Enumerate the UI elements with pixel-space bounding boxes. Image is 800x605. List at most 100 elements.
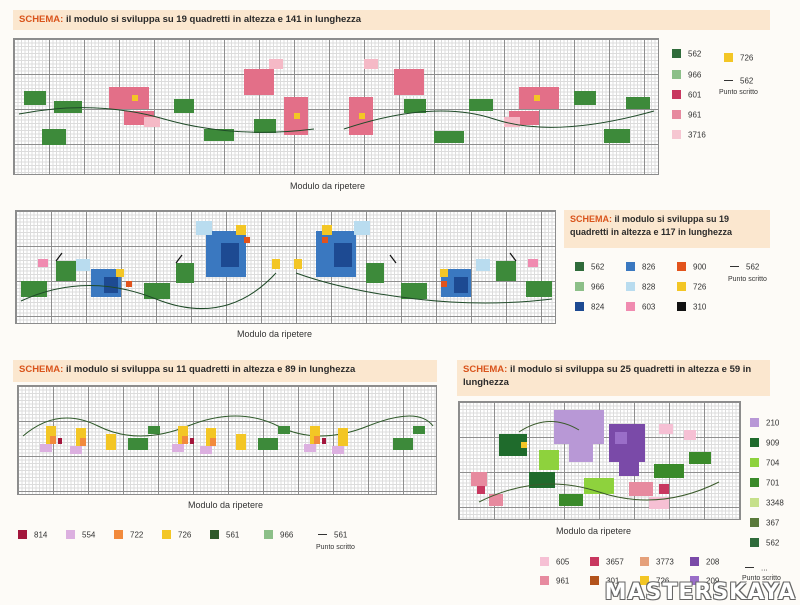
color-swatch bbox=[114, 530, 123, 540]
schema-2-text: il modulo si sviluppa su 19 quadretti in… bbox=[570, 214, 733, 237]
legend-2-item-4: 828 bbox=[626, 282, 655, 292]
legend-4-side-item-1: 909 bbox=[750, 438, 779, 448]
color-swatch bbox=[590, 576, 599, 586]
color-swatch bbox=[626, 282, 635, 292]
legend-3-line: 561 bbox=[318, 530, 347, 539]
legend-4-bottom-item-2: 3773 bbox=[640, 557, 674, 567]
schema-3-motif bbox=[22, 415, 434, 454]
legend-3-item-5: 966 bbox=[264, 530, 293, 540]
schema-4-keyword: SCHEMA: bbox=[463, 364, 508, 375]
schema-3-keyword: SCHEMA: bbox=[19, 364, 64, 375]
legend-1-item-1: 966 bbox=[672, 70, 701, 80]
color-swatch bbox=[750, 498, 759, 508]
schema-1-text: il modulo si sviluppa su 19 quadretti in… bbox=[65, 14, 362, 25]
legend-2-item-8: 310 bbox=[677, 302, 706, 312]
color-swatch bbox=[210, 530, 219, 540]
legend-1-item-0: 562 bbox=[672, 49, 701, 59]
legend-4-line-label: Punto scritto bbox=[742, 575, 781, 582]
legend-3-item-2: 722 bbox=[114, 530, 143, 540]
color-swatch bbox=[690, 576, 699, 586]
line-stitch-icon bbox=[745, 567, 754, 569]
legend-4-bottom-item-5: 301 bbox=[590, 576, 619, 586]
legend-2-item-3: 966 bbox=[575, 282, 604, 292]
line-stitch-icon bbox=[318, 534, 327, 536]
legend-1-item-5: 726 bbox=[724, 53, 753, 63]
legend-4-side-item-2: 704 bbox=[750, 458, 779, 468]
legend-3-item-3: 726 bbox=[162, 530, 191, 540]
legend-1-item-3: 961 bbox=[672, 110, 701, 120]
color-swatch bbox=[264, 530, 273, 540]
color-swatch bbox=[750, 438, 759, 448]
color-swatch bbox=[162, 530, 171, 540]
color-swatch bbox=[750, 478, 759, 488]
legend-2-line-label: Punto scritto bbox=[728, 276, 767, 283]
legend-2-item-7: 603 bbox=[626, 302, 655, 312]
legend-2-item-1: 826 bbox=[626, 262, 655, 272]
legend-3-item-0: 814 bbox=[18, 530, 47, 540]
legend-2-line: 562 bbox=[730, 262, 759, 271]
color-swatch bbox=[750, 538, 759, 548]
color-swatch bbox=[724, 53, 733, 63]
schema-4-chart bbox=[458, 401, 741, 520]
schema-1-motif bbox=[18, 59, 655, 145]
schema-4-banner: SCHEMA: il modulo si sviluppa su 25 quad… bbox=[457, 360, 770, 396]
legend-4-bottom-item-6: 726 bbox=[640, 576, 669, 586]
color-swatch bbox=[672, 49, 681, 59]
legend-4-bottom-item-1: 3657 bbox=[590, 557, 624, 567]
schema-1-chart bbox=[13, 38, 659, 175]
legend-4-side-item-0: 210 bbox=[750, 418, 779, 428]
color-swatch bbox=[750, 458, 759, 468]
schema-2-motif bbox=[20, 221, 553, 310]
legend-2-item-5: 726 bbox=[677, 282, 706, 292]
schema-3-chart bbox=[17, 385, 437, 495]
color-swatch bbox=[750, 418, 759, 428]
legend-4-bottom-item-4: 961 bbox=[540, 576, 569, 586]
schema-2-banner: SCHEMA: il modulo si sviluppa su 19 quad… bbox=[564, 210, 770, 248]
color-swatch bbox=[626, 302, 635, 312]
color-swatch bbox=[672, 130, 681, 140]
legend-4-bottom-item-0: 605 bbox=[540, 557, 569, 567]
color-swatch bbox=[677, 302, 686, 312]
legend-4-bottom-item-3: 208 bbox=[690, 557, 719, 567]
legend-4-line: ... bbox=[745, 563, 768, 572]
color-swatch bbox=[677, 262, 686, 272]
legend-4-side-item-6: 562 bbox=[750, 538, 779, 548]
schema-2-chart bbox=[15, 210, 556, 324]
schema-2-module-label: Modulo da ripetere bbox=[237, 329, 313, 339]
color-swatch bbox=[575, 262, 584, 272]
color-swatch bbox=[677, 282, 686, 292]
schema-4-text: il modulo si sviluppa su 25 quadretti in… bbox=[463, 364, 752, 388]
schema-3-module-label: Modulo da ripetere bbox=[188, 500, 264, 510]
color-swatch bbox=[672, 90, 681, 100]
color-swatch bbox=[575, 302, 584, 312]
schema-3-text: il modulo si sviluppa su 11 quadretti in… bbox=[65, 364, 356, 375]
schema-4-module-label: Modulo da ripetere bbox=[556, 526, 632, 536]
schema-1-keyword: SCHEMA: bbox=[19, 14, 64, 25]
legend-3-item-4: 561 bbox=[210, 530, 239, 540]
legend-4-side-item-4: 3348 bbox=[750, 498, 784, 508]
legend-2-item-6: 824 bbox=[575, 302, 604, 312]
schema-1-module-label: Modulo da ripetere bbox=[290, 181, 366, 191]
color-swatch bbox=[575, 282, 584, 292]
schema-4-motif bbox=[471, 410, 720, 509]
color-swatch bbox=[540, 576, 549, 586]
color-swatch bbox=[66, 530, 75, 540]
color-swatch bbox=[672, 70, 681, 80]
color-swatch bbox=[18, 530, 27, 540]
schema-2-keyword: SCHEMA: bbox=[570, 214, 612, 224]
legend-2-item-0: 562 bbox=[575, 262, 604, 272]
color-swatch bbox=[750, 518, 759, 528]
legend-3-item-1: 554 bbox=[66, 530, 95, 540]
line-stitch-icon bbox=[724, 80, 733, 82]
legend-1-item-2: 601 bbox=[672, 90, 701, 100]
schema-1-banner: SCHEMA: il modulo si sviluppa su 19 quad… bbox=[13, 10, 770, 30]
legend-2-item-2: 900 bbox=[677, 262, 706, 272]
legend-4-bottom-item-7: 209 bbox=[690, 576, 719, 586]
legend-1-item-4: 3716 bbox=[672, 130, 706, 140]
color-swatch bbox=[640, 557, 649, 567]
color-swatch bbox=[626, 262, 635, 272]
color-swatch bbox=[540, 557, 549, 567]
line-stitch-icon bbox=[730, 266, 739, 268]
legend-4-side-item-5: 367 bbox=[750, 518, 779, 528]
legend-1-line: 562 bbox=[724, 76, 753, 85]
